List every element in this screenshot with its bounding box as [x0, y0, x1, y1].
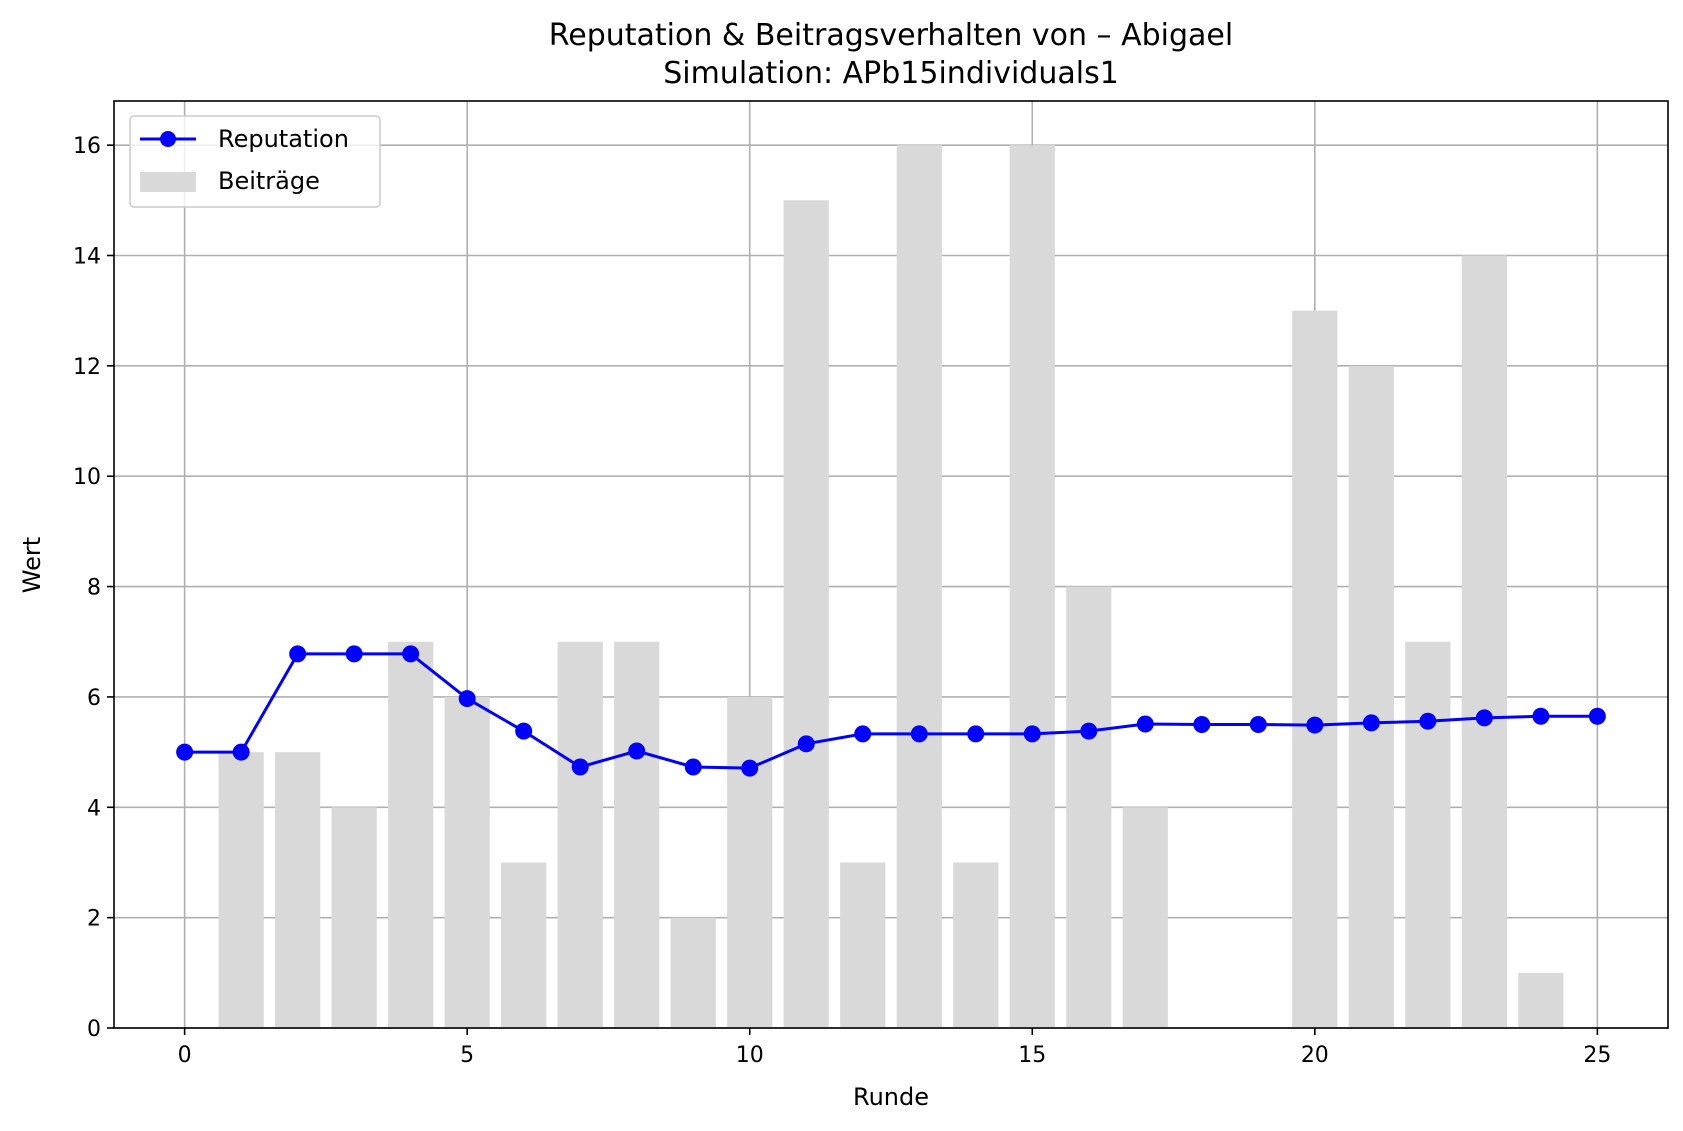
data-point: [1249, 716, 1267, 734]
chart-subtitle: Simulation: APb15individuals1: [663, 56, 1119, 91]
bar: [501, 862, 547, 1028]
bar: [218, 752, 264, 1028]
line-series-reputation: [176, 645, 1606, 777]
bar: [953, 862, 999, 1028]
bar: [388, 641, 434, 1028]
bar: [275, 752, 321, 1028]
y-tick-label: 8: [87, 576, 101, 601]
y-tick-label: 0: [87, 1017, 101, 1042]
data-point: [967, 725, 985, 743]
legend-swatch-beitraege: [140, 172, 196, 192]
y-tick-label: 6: [87, 686, 101, 711]
bar: [1122, 807, 1168, 1028]
data-point: [1136, 715, 1154, 733]
y-tick-label: 4: [87, 796, 101, 821]
data-point: [1193, 716, 1211, 734]
bar: [557, 641, 603, 1028]
data-point: [1532, 707, 1550, 725]
bar: [727, 696, 773, 1028]
bar: [1461, 255, 1507, 1028]
axis-ticks: 0 5 10 15 20 25 0 2 4 6 8 10 12 14 16: [73, 134, 1611, 1068]
legend-label-beitraege: Beiträge: [218, 167, 320, 195]
x-tick-label: 0: [178, 1043, 192, 1068]
data-point: [515, 722, 533, 740]
y-tick-label: 10: [73, 465, 101, 490]
bar: [444, 696, 490, 1028]
data-point: [628, 742, 646, 760]
legend-marker-reputation: [160, 131, 176, 147]
bar-series-beitraege: [218, 145, 1564, 1029]
data-point: [741, 759, 759, 777]
reputation-line: [184, 652, 1598, 770]
x-tick-label: 5: [460, 1043, 474, 1068]
y-tick-label: 2: [87, 907, 101, 932]
data-point: [1588, 707, 1606, 725]
x-tick-label: 10: [736, 1043, 764, 1068]
data-point: [289, 645, 307, 663]
bar: [783, 200, 829, 1029]
bar: [614, 641, 660, 1028]
data-point: [1306, 716, 1324, 734]
x-tick-label: 20: [1301, 1043, 1329, 1068]
chart-title: Reputation & Beitragsverhalten von – Abi…: [549, 18, 1233, 53]
bar: [670, 917, 716, 1028]
data-point: [345, 645, 363, 663]
bar: [1405, 641, 1451, 1028]
data-point: [571, 758, 589, 776]
data-point: [1080, 722, 1098, 740]
legend-label-reputation: Reputation: [218, 125, 349, 153]
y-tick-label: 12: [73, 355, 101, 380]
bar: [1518, 972, 1564, 1028]
data-point: [1419, 712, 1437, 730]
data-point: [1362, 714, 1380, 732]
data-point: [684, 758, 702, 776]
bar: [331, 807, 377, 1028]
data-point: [910, 725, 928, 743]
legend: Reputation Beiträge: [129, 115, 381, 208]
x-axis-label: Runde: [853, 1083, 929, 1111]
bar: [1348, 365, 1394, 1028]
bar: [840, 862, 886, 1028]
bar: [1066, 586, 1112, 1028]
data-point: [854, 725, 872, 743]
bar: [896, 145, 942, 1029]
plot-frame: [113, 100, 1669, 1029]
x-tick-label: 15: [1018, 1043, 1046, 1068]
y-axis-label: Wert: [18, 537, 46, 593]
y-tick-label: 16: [73, 134, 101, 159]
data-point: [797, 735, 815, 753]
data-point: [1475, 709, 1493, 727]
data-point: [458, 690, 476, 708]
data-point: [402, 645, 420, 663]
y-tick-label: 14: [73, 245, 101, 270]
data-point: [1023, 725, 1041, 743]
data-point: [176, 743, 194, 761]
x-tick-label: 25: [1583, 1043, 1611, 1068]
bar: [1009, 145, 1055, 1029]
bar: [1292, 310, 1338, 1028]
data-point: [232, 743, 250, 761]
